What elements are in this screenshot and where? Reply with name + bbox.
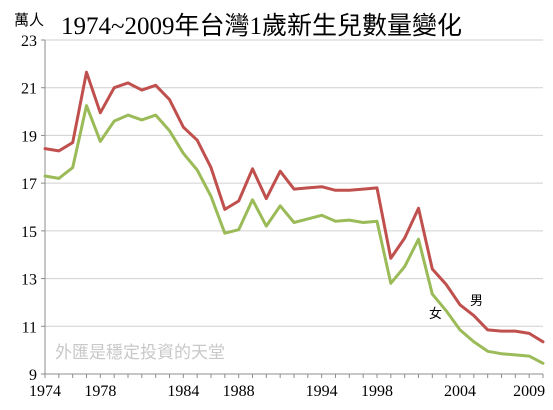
watermark-text: 外匯是穩定投資的天堂	[55, 343, 225, 363]
y-tick-label-21: 21	[21, 81, 37, 98]
x-tick-label-1994: 1994	[306, 383, 338, 400]
y-tick-label-15: 15	[21, 224, 37, 241]
y-axis-ticks: 9 11 13 15 17 19 21 23	[21, 33, 45, 384]
y-tick-label-13: 13	[21, 272, 37, 289]
chart-title: 1974~2009年台灣1歲新生兒數量變化	[61, 12, 462, 40]
grid-lines	[45, 39, 543, 327]
y-tick-label-19: 19	[21, 128, 37, 145]
y-tick-label-17: 17	[21, 176, 37, 193]
series-line-0	[43, 70, 545, 344]
x-tick-label-1974: 1974	[29, 383, 61, 400]
series-label-female: 女	[429, 306, 442, 322]
x-tick-label-1998: 1998	[361, 383, 393, 400]
series-lines	[43, 70, 545, 365]
y-tick-label-11: 11	[22, 319, 37, 336]
series-label-male: 男	[470, 294, 483, 309]
x-tick-label-1988: 1988	[223, 383, 255, 400]
x-tick-label-2009: 2009	[513, 383, 545, 400]
x-tick-label-2004: 2004	[444, 383, 476, 400]
series-line-1	[43, 104, 545, 365]
x-axis-ticks: 1974 1978 1984 1988 1994 1998 2004 2009	[29, 374, 545, 400]
x-tick-label-1984: 1984	[167, 383, 199, 400]
x-tick-label-1978: 1978	[84, 383, 116, 400]
y-tick-label-23: 23	[21, 33, 37, 50]
y-tick-label-9: 9	[29, 367, 37, 384]
y-axis-unit-label: 萬人	[14, 11, 44, 29]
